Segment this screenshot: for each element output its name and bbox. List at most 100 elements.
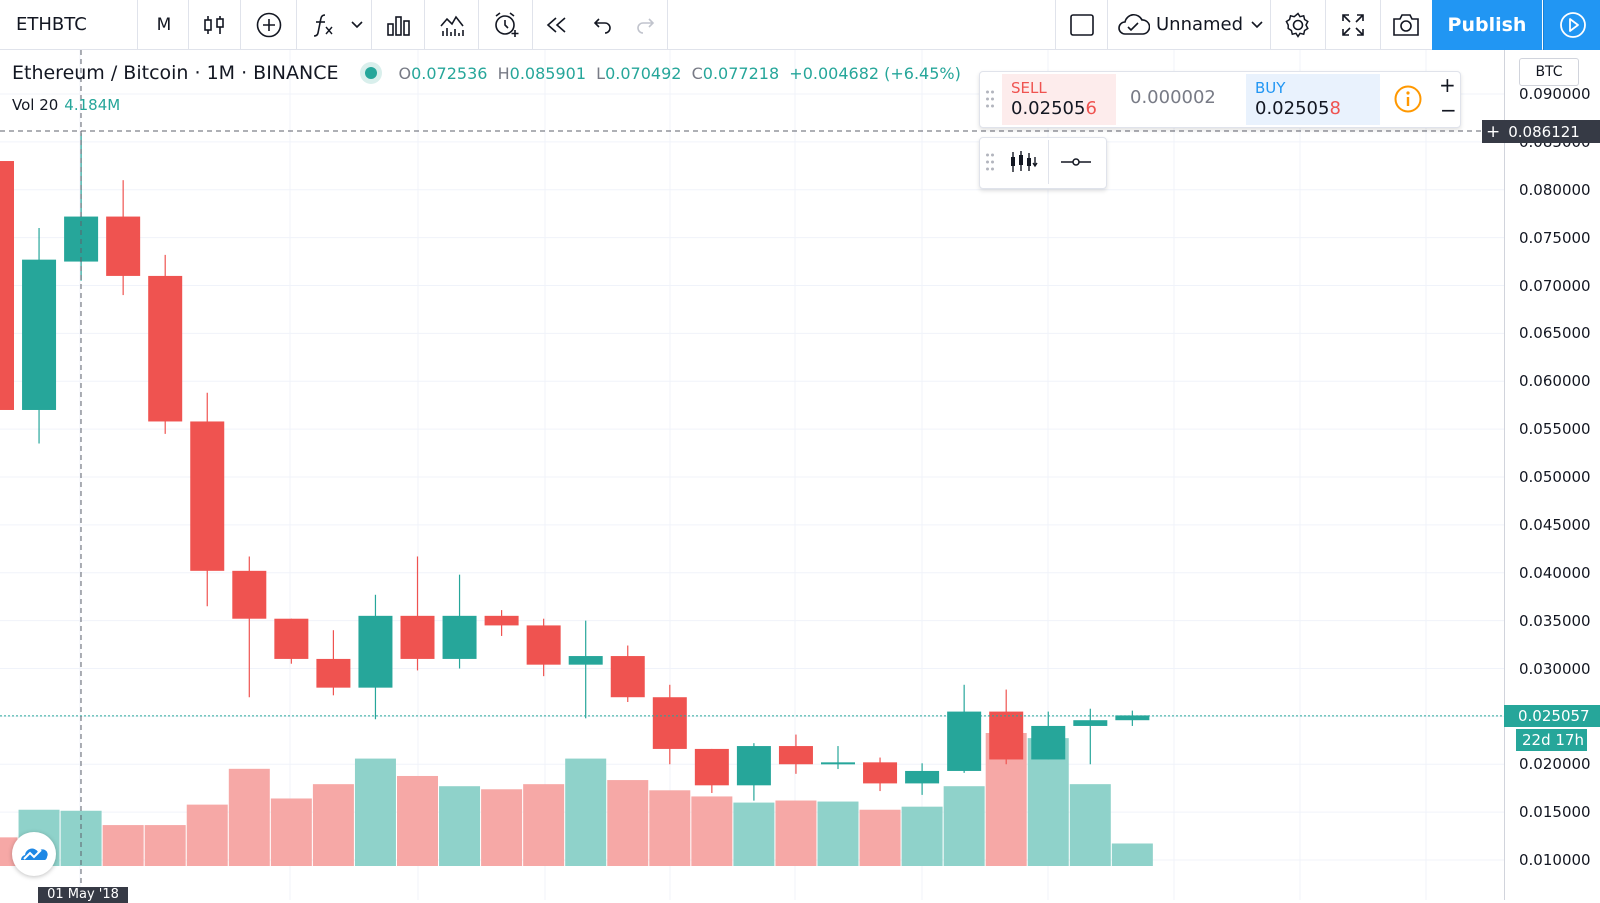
save-layout-button[interactable]: Unnamed: [1110, 0, 1270, 49]
ohlc-values: O0.072536 H0.085901 L0.070492 C0.077218 …: [399, 64, 961, 83]
buy-button[interactable]: BUY 0.025058: [1246, 74, 1380, 125]
toolbar-divider: [371, 0, 372, 49]
publish-label: Publish: [1447, 14, 1527, 36]
toolbar-divider: [1107, 0, 1108, 49]
redo-button[interactable]: [624, 0, 666, 49]
crosshair-date-value: 01 May '18: [47, 887, 119, 902]
candle-body: [736, 746, 771, 786]
last-price-label: 0.025057: [1504, 704, 1600, 727]
interval-button[interactable]: M: [140, 0, 188, 49]
candle-body: [1073, 720, 1108, 726]
volume-label: Vol 20: [12, 96, 59, 114]
volume-bar: [144, 825, 186, 866]
price-tick-label: 0.030000: [1519, 659, 1591, 678]
volume-bar: [397, 775, 438, 866]
replay-button[interactable]: [534, 0, 580, 49]
currency-button[interactable]: BTC: [1519, 58, 1579, 86]
spread-value: 0.000002: [1130, 87, 1216, 108]
volume-bar: [733, 802, 775, 866]
plus-circle-icon: [256, 12, 282, 37]
volume-bar: [102, 825, 144, 866]
volume-value: 4.184M: [64, 96, 121, 114]
market-status-indicator[interactable]: [364, 67, 377, 79]
quantity-increase-button[interactable]: +: [1439, 73, 1456, 97]
financials-button[interactable]: [373, 0, 423, 49]
settings-button[interactable]: [1272, 0, 1324, 49]
volume-bar: [523, 784, 565, 866]
toolbar-divider: [137, 0, 138, 49]
depth-of-market-button[interactable]: [998, 140, 1049, 184]
floating-drawing-toolbar: [979, 137, 1107, 189]
info-icon[interactable]: [1393, 84, 1423, 114]
layout-select-button[interactable]: [1058, 0, 1106, 49]
candle-body: [989, 711, 1024, 760]
indicators-button[interactable]: [300, 0, 346, 49]
candle-body: [1031, 725, 1066, 760]
crosshair-price-label: + 0.086121: [1482, 120, 1600, 143]
line-tool-button[interactable]: [1050, 140, 1102, 184]
toolbar-divider: [1380, 0, 1381, 49]
toolbar-divider: [188, 0, 189, 49]
sell-button[interactable]: SELL 0.025056: [1002, 74, 1116, 125]
price-tick-label: 0.035000: [1519, 611, 1591, 630]
candle-body: [274, 618, 309, 659]
plus-icon[interactable]: +: [1486, 121, 1501, 142]
sell-price-main: 0.02505: [1011, 98, 1086, 119]
price-scale[interactable]: 0.0900000.0850000.0800000.0750000.070000…: [1504, 50, 1600, 900]
sell-label: SELL: [1011, 79, 1047, 97]
volume-bar: [607, 780, 649, 866]
alarm-clock-plus-icon: [495, 11, 519, 37]
layout-menu-dropdown[interactable]: [1246, 0, 1268, 49]
series-title[interactable]: Ethereum / Bitcoin · 1M · BINANCE: [12, 62, 339, 84]
volume-bar: [1069, 784, 1111, 866]
fullscreen-button[interactable]: [1327, 0, 1379, 49]
chevron-down-icon: [351, 20, 363, 28]
publish-button[interactable]: Publish: [1432, 0, 1542, 50]
price-tick-label: 0.090000: [1519, 85, 1591, 103]
open-value: 0.072536: [411, 63, 488, 83]
ideas-button[interactable]: [427, 0, 477, 49]
volume-bar: [439, 786, 481, 866]
toolbar-divider: [240, 0, 241, 49]
price-chart[interactable]: [0, 50, 1504, 900]
undo-button[interactable]: [582, 0, 624, 49]
candle-body: [148, 275, 183, 422]
price-tick-label: 0.040000: [1519, 563, 1591, 582]
currency-label: BTC: [1535, 64, 1563, 80]
tradingview-logo-button[interactable]: [12, 832, 56, 876]
crosshair-date-label: 01 May '18: [38, 887, 128, 903]
drag-handle-icon[interactable]: [985, 152, 995, 172]
candle-body: [316, 658, 351, 688]
bar-chart-icon: [387, 15, 410, 36]
top-toolbar: ETHBTC M Unnamed: [0, 0, 1600, 50]
alert-button[interactable]: [481, 0, 531, 49]
snapshot-button[interactable]: [1382, 0, 1430, 49]
chart-type-button[interactable]: [190, 0, 238, 49]
volume-bar: [775, 800, 817, 866]
price-tick-label: 0.045000: [1519, 515, 1591, 534]
candle-body: [484, 615, 519, 626]
compare-button[interactable]: [243, 0, 295, 49]
indicators-dropdown[interactable]: [346, 0, 368, 49]
drag-handle-icon[interactable]: [985, 89, 995, 109]
volume-bar: [943, 786, 985, 866]
symbol-search-button[interactable]: ETHBTC: [0, 0, 137, 49]
fullscreen-icon: [1342, 13, 1364, 36]
sell-price-last-digit: 6: [1085, 98, 1097, 119]
candle-body: [106, 216, 141, 276]
buy-price: 0.025058: [1255, 98, 1341, 119]
toolbar-divider: [424, 0, 425, 49]
price-tick-label: 0.075000: [1519, 228, 1591, 247]
quantity-decrease-button[interactable]: −: [1440, 98, 1457, 122]
volume-bar: [817, 801, 859, 866]
high-value: 0.085901: [509, 63, 586, 83]
publish-menu-button[interactable]: [1543, 0, 1600, 50]
volume-legend[interactable]: Vol 20 4.184M: [12, 96, 120, 114]
buy-label: BUY: [1255, 79, 1286, 97]
candle-body: [442, 615, 477, 659]
candle-body: [22, 259, 57, 410]
candle-body: [694, 748, 729, 786]
camera-icon: [1393, 13, 1419, 36]
last-price-value: 0.025057: [1518, 706, 1590, 725]
close-value: 0.077218: [702, 63, 780, 83]
